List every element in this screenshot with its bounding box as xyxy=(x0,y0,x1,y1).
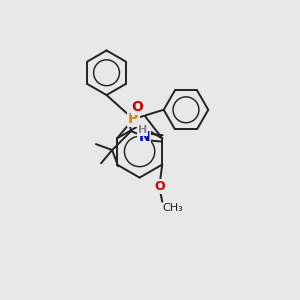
Text: CH₃: CH₃ xyxy=(163,203,184,213)
Text: O: O xyxy=(132,100,144,114)
Text: O: O xyxy=(154,180,165,194)
Text: P: P xyxy=(128,112,138,126)
Text: H: H xyxy=(138,124,147,135)
Text: N: N xyxy=(139,130,150,144)
